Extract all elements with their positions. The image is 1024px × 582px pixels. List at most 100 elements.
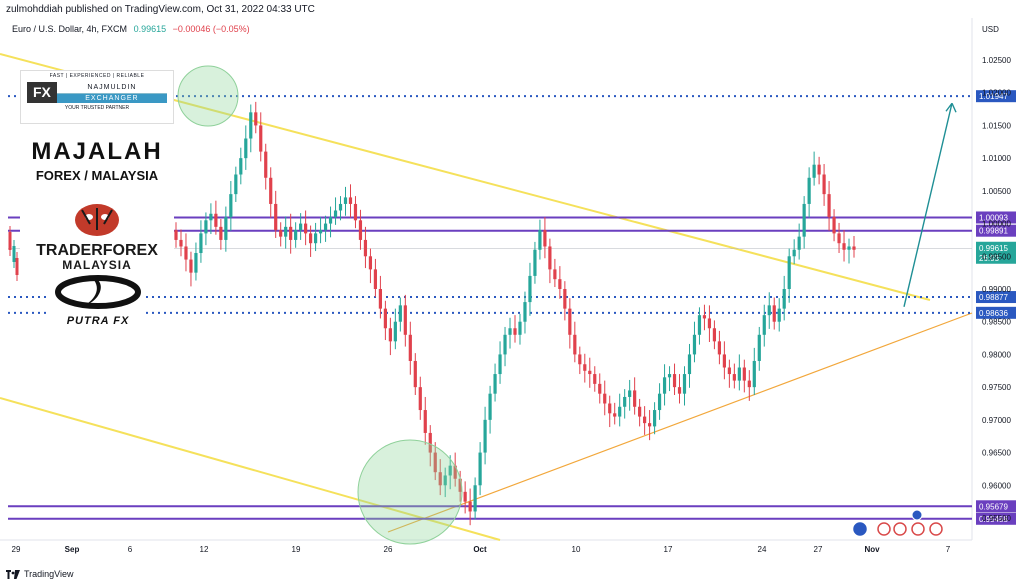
candle-body bbox=[463, 491, 467, 502]
time-tick-label: 17 bbox=[664, 545, 673, 554]
candle-body bbox=[224, 217, 228, 240]
time-tick-label: 7 bbox=[946, 545, 951, 554]
time-tick-label: 29 bbox=[12, 545, 21, 554]
candle-body bbox=[807, 177, 811, 204]
candle-body bbox=[229, 194, 233, 218]
candle-body bbox=[787, 256, 791, 289]
candle-body bbox=[294, 230, 298, 240]
price-tick-label: 0.97500 bbox=[982, 383, 1011, 392]
putra-fx-logo: PUTRA FX bbox=[50, 272, 146, 327]
price-tick-label: 1.00500 bbox=[982, 187, 1011, 196]
candle-body bbox=[264, 151, 268, 178]
candle-body bbox=[368, 256, 373, 270]
projection-arrow-head bbox=[945, 102, 957, 113]
candle-body bbox=[712, 328, 717, 342]
price-tick-label: 1.02500 bbox=[982, 56, 1011, 65]
candle-body bbox=[613, 413, 617, 417]
level-label-bg bbox=[976, 90, 1016, 103]
candle-body bbox=[493, 374, 497, 394]
level-label: 0.95679 bbox=[979, 502, 1008, 511]
candle-body bbox=[438, 472, 442, 486]
time-axis: 29 Sep 6 12 19 26 Oct 10 17 24 27 Nov 7 bbox=[12, 545, 951, 554]
candle-body bbox=[483, 419, 487, 453]
time-tick-label: 26 bbox=[384, 545, 393, 554]
axis-unit-label: USD bbox=[982, 25, 999, 34]
candle-body bbox=[543, 230, 547, 247]
symbol-name: Euro / U.S. Dollar, 4h, FXCM bbox=[12, 24, 128, 34]
candle-body bbox=[194, 253, 198, 273]
majalah-forex-logo: MAJALAH FOREX / MALAYSIA bbox=[26, 140, 168, 196]
traderforex-sub: MALAYSIA bbox=[62, 258, 132, 272]
candles bbox=[8, 101, 856, 526]
price-tick-label: 0.96000 bbox=[982, 481, 1011, 490]
current-price-label: 0.99615 bbox=[979, 244, 1008, 253]
candle-body bbox=[633, 390, 637, 407]
projection-arrow bbox=[903, 103, 953, 307]
candle-body bbox=[563, 289, 567, 309]
candle-body bbox=[383, 308, 387, 329]
candle-body bbox=[398, 305, 402, 322]
candle-body bbox=[598, 383, 602, 394]
candle-body bbox=[443, 475, 447, 486]
economic-event-flag bbox=[877, 522, 891, 536]
candle-body bbox=[747, 380, 751, 388]
time-tick-label: 12 bbox=[200, 545, 209, 554]
candle-body bbox=[289, 226, 293, 240]
candle-body bbox=[428, 432, 432, 453]
candle-body bbox=[822, 174, 826, 195]
tradingview-logo-icon bbox=[6, 569, 20, 579]
candle-body bbox=[348, 197, 353, 204]
candle-body bbox=[328, 217, 333, 224]
swing-high-highlight bbox=[177, 65, 239, 127]
level-label: 0.98636 bbox=[979, 309, 1008, 318]
candle-body bbox=[433, 452, 437, 473]
candle-body bbox=[204, 220, 208, 234]
economic-event-flag bbox=[929, 522, 943, 536]
candle-body bbox=[448, 465, 452, 476]
candle-body bbox=[752, 360, 756, 388]
candle-body bbox=[652, 410, 657, 427]
candle-body bbox=[558, 279, 562, 289]
candle-body bbox=[827, 194, 831, 218]
candle-body bbox=[413, 360, 417, 388]
economic-event-flag bbox=[893, 522, 907, 536]
level-label-bg bbox=[976, 224, 1016, 237]
candle-body bbox=[583, 364, 587, 371]
level-label: 0.99891 bbox=[979, 227, 1008, 236]
candle-body bbox=[309, 233, 313, 244]
lower-trendline bbox=[0, 397, 501, 541]
symbol-change: −0.00046 (−0.05%) bbox=[172, 24, 250, 34]
grid bbox=[0, 18, 973, 541]
candle-body bbox=[234, 174, 238, 195]
candle-body bbox=[573, 334, 577, 355]
candle-body bbox=[732, 374, 736, 381]
candle-body bbox=[837, 233, 841, 244]
publisher-line: zulmohddiah published on TradingView.com… bbox=[6, 4, 315, 15]
candle-body bbox=[333, 210, 338, 218]
candle-body bbox=[358, 220, 363, 240]
candle-body bbox=[792, 249, 796, 257]
price-tick-label: 0.98500 bbox=[982, 318, 1011, 327]
candle-body bbox=[353, 203, 358, 221]
candle-body bbox=[528, 275, 532, 303]
time-tick-label: 24 bbox=[758, 545, 767, 554]
candle-body bbox=[737, 367, 741, 381]
candle-body bbox=[842, 243, 846, 250]
candle-body bbox=[323, 223, 328, 231]
time-tick-label: Sep bbox=[65, 545, 80, 554]
candle-body bbox=[648, 423, 652, 427]
fx-najmuldin-logo: FAST | EXPERIENCED | RELIABLE FX NAJMULD… bbox=[20, 70, 174, 124]
candle-body bbox=[832, 217, 836, 234]
candle-body bbox=[284, 226, 288, 237]
candle-body bbox=[722, 354, 726, 368]
candle-body bbox=[254, 112, 258, 126]
candle-body bbox=[214, 213, 218, 227]
candle-body bbox=[318, 230, 323, 234]
price-tick-label: 0.99000 bbox=[982, 285, 1011, 294]
candle-body bbox=[797, 236, 801, 250]
candle-body bbox=[15, 258, 19, 275]
candle-body bbox=[249, 112, 253, 139]
price-tick-label: 0.99500 bbox=[982, 252, 1011, 261]
level-label: 0.95488 bbox=[979, 515, 1008, 524]
